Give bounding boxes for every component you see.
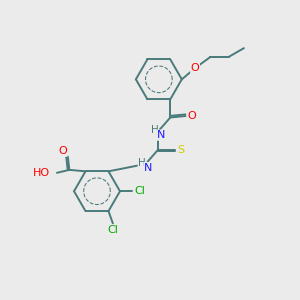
- Text: O: O: [58, 146, 67, 156]
- Text: Cl: Cl: [107, 225, 118, 235]
- Text: H: H: [138, 158, 146, 167]
- Text: Cl: Cl: [134, 186, 145, 196]
- Text: HO: HO: [33, 168, 50, 178]
- Text: N: N: [144, 163, 153, 172]
- Text: H: H: [151, 125, 158, 135]
- Text: O: O: [191, 63, 200, 73]
- Text: N: N: [157, 130, 165, 140]
- Text: S: S: [177, 145, 184, 155]
- Text: O: O: [187, 111, 196, 121]
